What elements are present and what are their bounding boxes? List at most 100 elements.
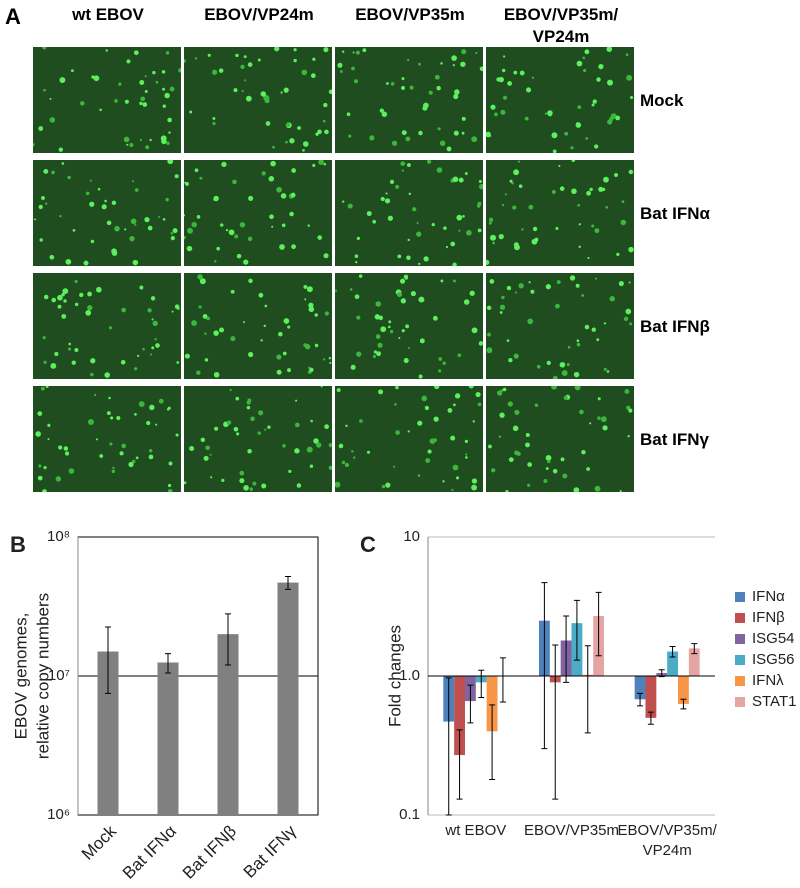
panel-label: C bbox=[360, 532, 376, 557]
y-tick-label: 10⁸ bbox=[47, 528, 70, 545]
legend-label: IFNλ bbox=[752, 672, 784, 689]
cells bbox=[42, 279, 180, 378]
micrograph bbox=[31, 44, 183, 153]
micrograph bbox=[486, 383, 634, 494]
cells bbox=[334, 383, 482, 492]
micrograph bbox=[334, 273, 484, 379]
error-bar bbox=[658, 669, 665, 678]
column-header: wt EBOV bbox=[72, 5, 144, 24]
error-bar bbox=[467, 684, 474, 724]
cells bbox=[486, 275, 632, 381]
micrograph bbox=[182, 159, 332, 266]
micrograph bbox=[486, 273, 634, 381]
micrograph bbox=[184, 273, 332, 379]
legend-label: IFNβ bbox=[752, 609, 785, 626]
bar bbox=[454, 676, 465, 756]
column-header: EBOV/VP35m bbox=[355, 5, 465, 24]
error-bar bbox=[680, 698, 687, 710]
error-bar bbox=[647, 711, 654, 725]
bar bbox=[157, 662, 179, 815]
micrograph bbox=[485, 46, 634, 154]
x-tick-label: Bat IFNβ bbox=[179, 821, 240, 882]
error-bar bbox=[637, 692, 644, 707]
cells bbox=[182, 46, 334, 152]
x-tick-label: Bat IFNα bbox=[119, 821, 180, 882]
micrograph bbox=[335, 159, 485, 267]
y-tick-label: 1.0 bbox=[399, 667, 420, 684]
micrograph bbox=[334, 383, 483, 492]
x-tick-label: Bat IFNγ bbox=[240, 821, 301, 882]
x-tick-label: wt EBOV bbox=[444, 822, 506, 839]
legend-swatch bbox=[735, 676, 745, 686]
bar bbox=[645, 676, 657, 718]
legend-swatch bbox=[735, 655, 745, 665]
cells bbox=[184, 274, 332, 378]
micrograph bbox=[183, 385, 333, 492]
bar bbox=[688, 648, 700, 676]
cells bbox=[334, 274, 484, 379]
error-bar bbox=[445, 677, 452, 816]
error-bar bbox=[285, 575, 291, 590]
error-bar bbox=[552, 644, 559, 800]
legend-label: STAT1 bbox=[752, 693, 796, 710]
bar bbox=[486, 676, 498, 732]
bar bbox=[97, 651, 119, 815]
error-bar bbox=[489, 704, 496, 781]
cells bbox=[337, 48, 485, 152]
y-tick-label: 10⁷ bbox=[48, 667, 70, 684]
cells bbox=[182, 159, 329, 265]
bar bbox=[277, 582, 299, 815]
error-bar bbox=[499, 657, 506, 703]
cells bbox=[183, 385, 333, 491]
legend-label: ISG54 bbox=[752, 630, 795, 647]
bar bbox=[667, 651, 679, 676]
row-header: Bat IFNβ bbox=[640, 317, 710, 336]
panel-label: B bbox=[10, 532, 26, 557]
cells bbox=[31, 44, 183, 152]
error-bar bbox=[584, 645, 591, 734]
x-tick-label: EBOV/VP35m bbox=[524, 822, 619, 839]
cells bbox=[342, 159, 485, 267]
cells bbox=[488, 383, 633, 494]
column-header: EBOV/VP24m bbox=[204, 5, 314, 24]
cells bbox=[484, 158, 634, 265]
y-axis-label: EBOV genomes, bbox=[11, 613, 30, 740]
legend-label: IFNα bbox=[752, 588, 785, 605]
error-bar bbox=[573, 599, 580, 661]
x-tick-label: EBOV/VP35m/VP24m bbox=[618, 822, 718, 859]
legend-swatch bbox=[735, 592, 745, 602]
error-bar bbox=[165, 653, 171, 674]
error-bar bbox=[225, 613, 231, 666]
micrograph bbox=[33, 384, 181, 494]
bar bbox=[678, 676, 689, 704]
y-tick-label: 10⁶ bbox=[47, 806, 70, 823]
error-bar bbox=[595, 591, 602, 657]
row-header: Bat IFNα bbox=[640, 204, 710, 223]
cells bbox=[34, 158, 179, 266]
micrograph bbox=[335, 47, 485, 153]
micrograph bbox=[33, 158, 181, 266]
row-header: Bat IFNγ bbox=[640, 430, 709, 449]
bar bbox=[634, 676, 646, 700]
legend-swatch bbox=[735, 613, 745, 623]
micrograph bbox=[182, 46, 334, 153]
error-bar bbox=[456, 729, 463, 800]
panel-label: A bbox=[5, 4, 21, 29]
cells bbox=[485, 46, 634, 154]
error-bar bbox=[478, 669, 485, 699]
legend-label: ISG56 bbox=[752, 651, 795, 668]
error-bar bbox=[563, 615, 570, 683]
y-axis-label: relative copy numbers bbox=[33, 593, 52, 759]
bar bbox=[217, 634, 239, 815]
micrograph bbox=[484, 158, 634, 266]
legend-swatch bbox=[735, 697, 745, 707]
y-axis-label: Fold changes bbox=[385, 625, 404, 727]
y-tick-label: 0.1 bbox=[399, 806, 420, 823]
column-header: EBOV/VP35m/ VP24m bbox=[503, 5, 619, 46]
x-tick-label: Mock bbox=[78, 821, 121, 864]
error-bar bbox=[105, 626, 111, 694]
micrograph bbox=[33, 273, 181, 379]
error-bar bbox=[691, 643, 698, 655]
